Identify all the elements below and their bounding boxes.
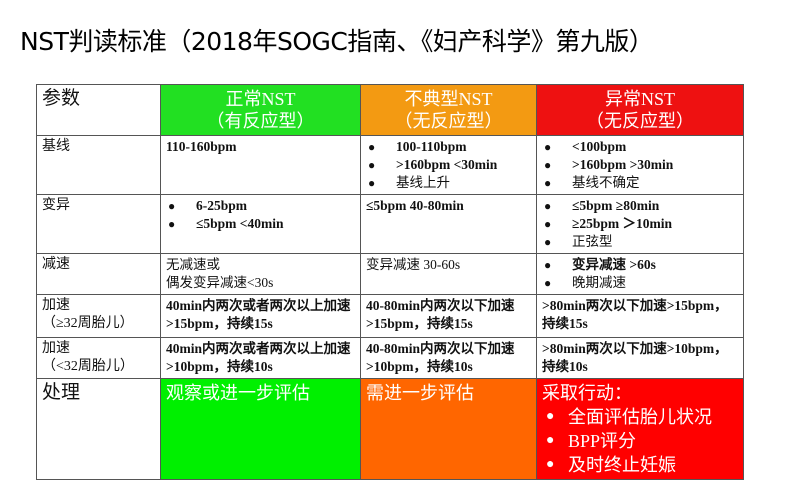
row-param: 减速 — [36, 253, 161, 295]
row-param: 加速 （≥32周胎儿） — [36, 294, 161, 338]
cell-abnormal: >80min两次以下加速>15bpm，持续15s — [536, 294, 744, 338]
header-sublabel: （无反应型） — [394, 111, 503, 131]
cell-atypical: 40-80min内两次以下加速>15bpm，持续15s — [360, 294, 537, 338]
table-row: 基线 110-160bpm 100-110bpm>160bpm <30min基线上升… — [36, 135, 744, 195]
slide-title: NST判读标准（2018年SOGC指南、《妇产科学》第九版） — [20, 27, 654, 56]
bullet-item: <100bpm — [542, 138, 738, 156]
cell-text: 40-80min内两次以下加速>15bpm，持续15s — [366, 298, 515, 331]
cell-normal: 无减速或偶发变异减速<30s — [160, 253, 361, 295]
bullet-list: 变异减速 >60s晚期减速 — [542, 256, 738, 292]
cell-abnormal: <100bpm>160bpm >30min基线不确定 — [536, 135, 744, 195]
cell-atypical: 100-110bpm>160bpm <30min基线上升 — [360, 135, 537, 195]
row-param: 变异 — [36, 194, 161, 254]
bullet-item: >160bpm >30min — [542, 156, 738, 174]
header-row: 参数 正常NST （有反应型） 不典型NST （无反应型） 异常NST （无反应型） — [36, 84, 744, 136]
cell-atypical: ≤5bpm 40-80min — [360, 194, 537, 254]
row-param: 处理 — [36, 378, 161, 480]
cell-text: 110-160bpm — [166, 139, 237, 154]
cell-text: >80min两次以下加速>10bpm，持续10s — [542, 341, 728, 374]
cell-text: （≥32周胎儿） — [42, 316, 134, 331]
cell-normal: 40min内两次或者两次以上加速>10bpm，持续10s — [160, 337, 361, 379]
cell-normal: 110-160bpm — [160, 135, 361, 195]
cell-text: 无减速或 — [166, 257, 220, 272]
cell-text: 加速 — [42, 341, 70, 356]
bullet-item: ≤5bpm ≥80min — [542, 197, 738, 215]
bullet-item: >160bpm <30min — [366, 156, 531, 174]
header-label: 异常NST — [604, 89, 675, 109]
action-item: BPP评分 — [542, 429, 738, 453]
bullet-item: 正弦型 — [542, 233, 738, 251]
action-item: 及时终止妊娠 — [542, 453, 738, 477]
cell-text: 变异减速 30-60s — [366, 257, 461, 272]
cell-text: 基线 — [42, 139, 70, 154]
bullet-item: ≤5bpm <40min — [166, 215, 355, 233]
table-row: 变异 6-25bpm≤5bpm <40min ≤5bpm 40-80min ≤5bpm… — [36, 194, 744, 254]
action-list: 全面评估胎儿状况BPP评分及时终止妊娠 — [542, 405, 738, 477]
bullet-item: 晚期减速 — [542, 274, 738, 292]
cell-atypical: 变异减速 30-60s — [360, 253, 537, 295]
cell-text: 40-80min内两次以下加速>10bpm，持续10s — [366, 341, 515, 374]
header-param: 参数 — [36, 84, 161, 136]
table-row: 加速 （≥32周胎儿） 40min内两次或者两次以上加速>15bpm，持续15s 40… — [36, 294, 744, 338]
bullet-list: 6-25bpm≤5bpm <40min — [166, 197, 355, 233]
bullet-item: 基线上升 — [366, 174, 531, 192]
cell-text: 减速 — [42, 257, 70, 272]
header-normal-nst: 正常NST （有反应型） — [160, 84, 361, 136]
nst-criteria-table: 参数 正常NST （有反应型） 不典型NST （无反应型） 异常NST （无反应型） … — [36, 84, 744, 480]
cell-text: >80min两次以下加速>15bpm，持续15s — [542, 298, 728, 331]
bullet-list: <100bpm>160bpm >30min基线不确定 — [542, 138, 738, 192]
action-title: 采取行动： — [542, 383, 632, 403]
cell-text: 偶发变异减速<30s — [166, 275, 274, 290]
cell-text: 40min内两次或者两次以上加速>15bpm，持续15s — [166, 298, 351, 331]
header-sublabel: （无反应型） — [586, 111, 694, 131]
cell-normal: 40min内两次或者两次以上加速>15bpm，持续15s — [160, 294, 361, 338]
cell-text: （<32周胎儿） — [42, 359, 134, 374]
row-param: 加速 （<32周胎儿） — [36, 337, 161, 379]
header-sublabel: （有反应型） — [206, 111, 315, 131]
action-atypical: 需进一步评估 — [360, 378, 537, 480]
bullet-list: ≤5bpm ≥80min≥25bpm ＞10min正弦型 — [542, 197, 738, 251]
cell-text: ≤5bpm 40-80min — [366, 198, 464, 213]
bullet-item: ≥25bpm ＞10min — [542, 215, 738, 233]
bullet-item: 变异减速 >60s — [542, 256, 738, 274]
bullet-list: 100-110bpm>160bpm <30min基线上升 — [366, 138, 531, 192]
header-label: 不典型NST — [404, 89, 493, 109]
action-abnormal: 采取行动：全面评估胎儿状况BPP评分及时终止妊娠 — [536, 378, 744, 480]
bullet-item: 100-110bpm — [366, 138, 531, 156]
row-param: 基线 — [36, 135, 161, 195]
cell-text: 40min内两次或者两次以上加速>10bpm，持续10s — [166, 341, 351, 374]
cell-abnormal: ≤5bpm ≥80min≥25bpm ＞10min正弦型 — [536, 194, 744, 254]
cell-abnormal: 变异减速 >60s晚期减速 — [536, 253, 744, 295]
header-label: 正常NST — [225, 89, 296, 109]
bullet-item: 6-25bpm — [166, 197, 355, 215]
cell-atypical: 40-80min内两次以下加速>10bpm，持续10s — [360, 337, 537, 379]
action-row: 处理 观察或进一步评估 需进一步评估 采取行动：全面评估胎儿状况BPP评分及时终… — [36, 378, 744, 480]
action-normal: 观察或进一步评估 — [160, 378, 361, 480]
cell-abnormal: >80min两次以下加速>10bpm，持续10s — [536, 337, 744, 379]
header-atypical-nst: 不典型NST （无反应型） — [360, 84, 537, 136]
cell-text: 加速 — [42, 298, 70, 313]
action-item: 全面评估胎儿状况 — [542, 405, 738, 429]
table-row: 加速 （<32周胎儿） 40min内两次或者两次以上加速>10bpm，持续10s 40… — [36, 337, 744, 379]
cell-text: 变异 — [42, 198, 70, 213]
cell-normal: 6-25bpm≤5bpm <40min — [160, 194, 361, 254]
header-abnormal-nst: 异常NST （无反应型） — [536, 84, 744, 136]
bullet-item: 基线不确定 — [542, 174, 738, 192]
